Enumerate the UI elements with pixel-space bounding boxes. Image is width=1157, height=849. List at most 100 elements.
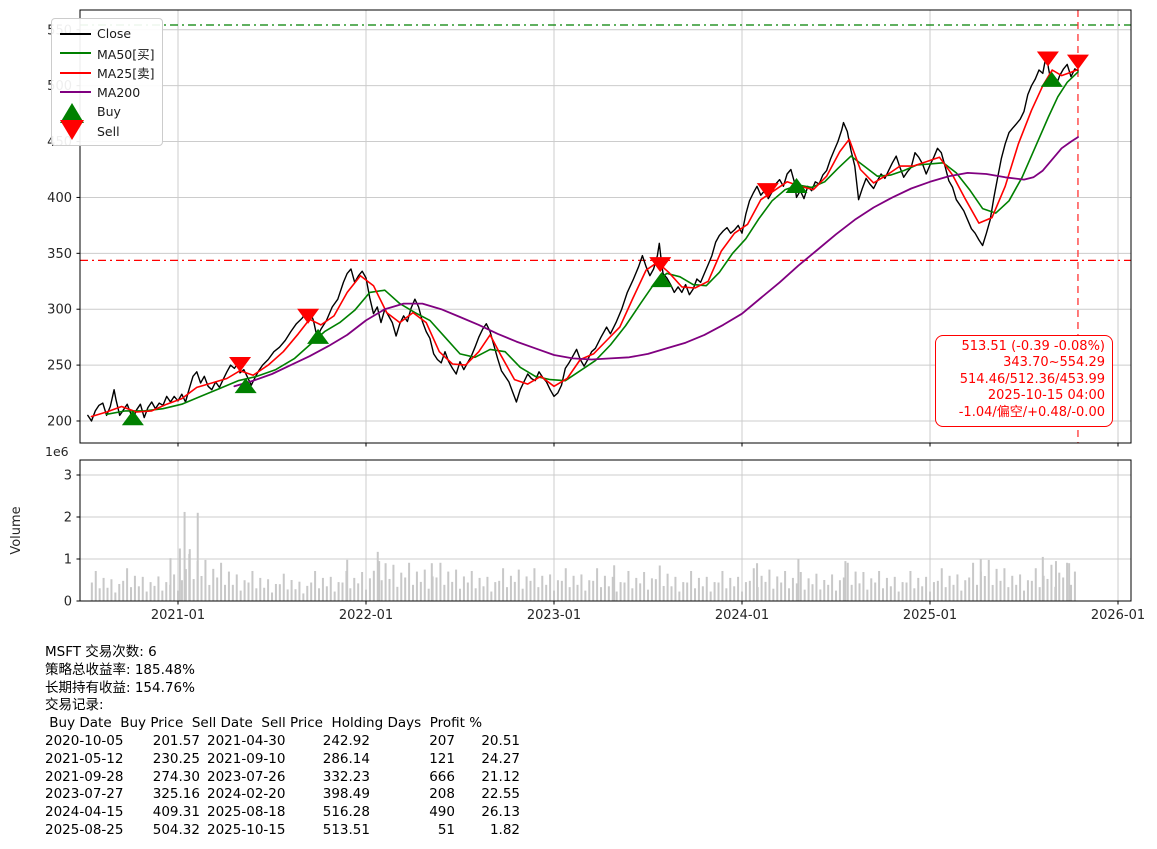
volume-bar-spike [169,558,172,601]
buy-marker [234,378,257,394]
volume-bar [639,583,642,601]
volume-bar [98,588,101,601]
volume-bar [474,588,477,601]
volume-bar [662,585,665,601]
ma50-line [105,71,1079,416]
volume-plot-border [79,459,1132,602]
volume-bar [271,592,274,601]
volume-bar [509,575,512,601]
volume-bar [435,577,438,601]
buy-marker [307,328,330,344]
volume-bar [106,587,109,601]
volume-bar [592,580,595,601]
volume-bar [1070,584,1073,601]
volume-bar [870,578,873,601]
volume-bar [286,589,289,601]
trade-row: 2023-07-27 325.16 2024-02-20 398.49 208 22.55 [45,786,520,804]
trade-cell: 2021-04-30 [207,732,286,749]
volume-bar [357,583,360,601]
legend-label-close: Close [97,26,132,42]
volume-bar [184,569,187,601]
legend-item-ma200: MA200 [59,83,162,103]
trade-cell: 2021-09-10 [207,750,286,767]
volume-bar [216,577,219,601]
volume-bar [983,576,986,601]
volume-bar [259,577,262,601]
buy-marker [121,410,144,426]
volume-bar [404,577,407,601]
volume-bar [251,570,254,601]
volume-bar [1073,571,1076,601]
volume-bar [788,588,791,601]
price-y-tick-label: 400 [47,191,72,206]
volume-bar [643,572,646,601]
volume-bar [294,589,297,601]
trade-cell: 26.13 [481,804,520,821]
trade-cell: 2021-05-12 [45,750,124,767]
volume-bar [584,590,587,601]
volume-bar [611,576,614,601]
volume-bar [576,584,579,601]
price-volume-chart[interactable]: 55050045040035030025020001232021-012022-… [0,0,1157,632]
volume-bar [713,582,716,601]
volume-bar [913,588,916,601]
volume-bar [368,578,371,601]
volume-bar [314,570,317,601]
volume-bar [161,590,164,601]
volume-bar [956,574,959,601]
volume-bar [772,588,775,601]
volume-bar [427,588,430,601]
volume-bar [513,581,516,601]
volume-bar [686,582,689,601]
trade-row: 2024-04-15 409.31 2025-08-18 516.28 490 26.13 [45,804,520,822]
volume-bar [901,582,904,601]
volume-bar [1030,580,1033,601]
volume-bar [541,575,544,601]
volume-bar [572,575,575,601]
price-plot-border [79,9,1132,444]
sell-marker [297,308,320,324]
volume-bar [408,562,411,601]
volume-bar [204,559,207,601]
volume-bar [102,577,105,601]
trade-cell: 666 [429,768,455,785]
volume-bar [1066,562,1069,601]
hold-return-line: 长期持有收益: 154.76% [45,679,195,696]
volume-bar [874,582,877,601]
volume-bar [1034,568,1037,601]
volume-bar [282,573,285,601]
volume-bar-spike [188,553,191,601]
price-y-tick-label: 250 [47,359,72,374]
sell-marker [756,183,779,199]
volume-y-tick-label: 3 [64,468,72,483]
trade-cell: 2024-04-15 [45,804,124,821]
volume-bar [560,580,563,601]
volume-bar [823,579,826,601]
volume-bar [400,572,403,601]
volume-bar [247,582,250,601]
volume-bar [396,586,399,601]
volume-bar [149,582,152,601]
legend-label-sell: Sell [97,123,120,139]
volume-bar [415,571,418,601]
annotation-ma-line: 514.46/512.36/453.99 [959,371,1105,387]
trade-cell: 21.12 [481,768,520,785]
trade-cell: 2025-10-15 [207,821,286,838]
volume-bar [231,584,234,601]
volume-bar [310,582,313,601]
volume-bar [494,582,497,601]
ma50-line-swatch [59,52,97,55]
volume-bar [267,579,270,601]
volume-bar [114,592,117,601]
volume-bar-spike [797,558,800,601]
price-y-tick-label: 350 [47,247,72,262]
volume-bar [490,591,493,601]
volume-bar-spike [430,563,433,601]
volume-bar [776,576,779,601]
volume-bar [944,587,947,601]
buy-marker [650,272,673,288]
volume-offset-label: 1e6 [45,444,69,459]
volume-bar [627,570,630,601]
volume-bar [842,577,845,601]
trade-cell: 490 [429,804,455,821]
